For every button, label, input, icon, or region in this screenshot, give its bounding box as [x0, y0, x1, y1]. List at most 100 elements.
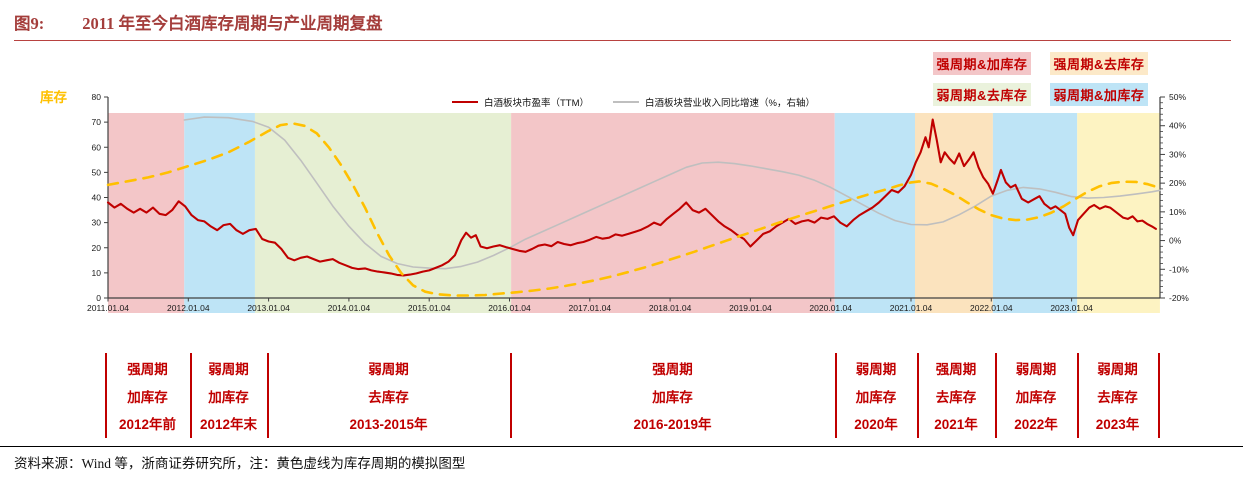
x-axis-tick-label: 2017.01.04 — [569, 303, 612, 313]
chart-legend: 白酒板块市盈率（TTM） 白酒板块营业收入同比增速（%，右轴） — [452, 95, 815, 109]
phase-separator-line — [510, 353, 512, 438]
phase-annotation-line: 加库存 — [208, 389, 249, 405]
left-axis-tick-label: 80 — [92, 92, 102, 102]
right-axis-tick-label: 10% — [1169, 207, 1186, 217]
x-axis-tick-label: 2013.01.04 — [247, 303, 290, 313]
phase-separator-line — [105, 353, 107, 438]
quadrant-chip: 强周期&去库存 — [1050, 52, 1148, 75]
left-axis-tick-label: 30 — [92, 218, 102, 228]
phase-annotation: 弱周期加库存 2022年 — [995, 356, 1077, 439]
revenue-line-legend-label: 白酒板块营业收入同比增速（%，右轴） — [645, 98, 815, 109]
right-axis-tick-label: 30% — [1169, 149, 1186, 159]
x-axis-tick-label: 2018.01.04 — [649, 303, 692, 313]
phase-annotation-line: 2022年 — [1014, 417, 1058, 432]
phase-annotation: 弱周期加库存 2020年 — [835, 356, 917, 439]
right-axis-tick-label: 50% — [1169, 92, 1186, 102]
phase-annotation-line: 2021年 — [934, 417, 978, 432]
phase-separator-line — [1158, 353, 1160, 438]
phase-separator-line — [917, 353, 919, 438]
phase-annotation-line: 去库存 — [368, 389, 409, 405]
legend-item: 白酒板块市盈率（TTM） — [452, 95, 589, 109]
figure-title: 2011 年至今白酒库存周期与产业周期复盘 — [82, 14, 383, 33]
cycle-band — [254, 113, 512, 313]
left-axis-tick-label: 50 — [92, 167, 102, 177]
phase-separator-line — [995, 353, 997, 438]
phase-annotation: 强周期加库存 2012年前 — [105, 356, 190, 439]
figure-tag: 图9: — [14, 14, 45, 33]
left-axis-tick-label: 10 — [92, 268, 102, 278]
x-axis-tick-label: 2021.01.04 — [890, 303, 933, 313]
left-axis-tick-label: 20 — [92, 243, 102, 253]
x-axis-tick-label: 2020.01.04 — [809, 303, 852, 313]
inventory-axis-label: 库存 — [40, 90, 67, 105]
phase-separator-line — [267, 353, 269, 438]
phase-annotation: 强周期加库存 2016-2019年 — [510, 356, 835, 439]
right-axis-tick-label: 40% — [1169, 121, 1186, 131]
x-axis-tick-label: 2023.01.04 — [1050, 303, 1093, 313]
revenue-yoy-line — [183, 116, 1161, 270]
phase-annotation-line: 强周期 — [652, 362, 693, 377]
quadrant-chip: 弱周期&加库存 — [1050, 83, 1148, 106]
quadrant-chip-label: 弱周期&加库存 — [1053, 88, 1145, 103]
pe-ttm-line — [106, 118, 1157, 277]
phase-annotation-line: 2016-2019年 — [633, 417, 712, 432]
x-axis-tick-label: 2022.01.04 — [970, 303, 1013, 313]
left-axis-tick-label: 60 — [92, 142, 102, 152]
title-rule — [14, 40, 1231, 41]
right-axis-tick-label: -10% — [1169, 264, 1189, 274]
phase-annotation-line: 加库存 — [127, 389, 168, 405]
source-note: 资料来源：Wind 等，浙商证券研究所，注：黄色虚线为库存周期的模拟图型 — [14, 456, 466, 471]
cycle-band — [834, 113, 916, 313]
revenue-line-swatch-icon — [613, 101, 640, 103]
phase-annotation-line: 强周期 — [935, 362, 977, 377]
quadrant-chip-label: 强周期&加库存 — [936, 57, 1028, 72]
x-axis-tick-label: 2014.01.04 — [328, 303, 371, 313]
quadrant-chip: 强周期&加库存 — [933, 52, 1031, 75]
phase-annotation-line: 弱周期 — [1015, 362, 1057, 377]
phase-annotation-line: 强周期 — [127, 362, 168, 377]
phase-annotation: 弱周期去库存 2023年 — [1077, 356, 1158, 439]
phase-annotation-line: 2020年 — [854, 417, 898, 432]
x-axis-tick-label: 2019.01.04 — [729, 303, 772, 313]
phase-annotation-line: 弱周期 — [208, 362, 249, 377]
phase-annotation-line: 去库存 — [1097, 389, 1138, 405]
left-axis-tick-label: 40 — [92, 193, 102, 203]
phase-annotation-line: 2012年末 — [199, 417, 258, 432]
phase-annotation-line: 弱周期 — [855, 362, 897, 377]
x-axis-tick-label: 2011.01.04 — [87, 303, 129, 313]
x-axis-tick-label: 2012.01.04 — [167, 303, 210, 313]
left-axis-tick-label: 70 — [92, 117, 102, 127]
x-axis-tick-label: 2016.01.04 — [488, 303, 531, 313]
phase-annotation: 弱周期加库存 2012年末 — [190, 356, 267, 439]
phase-annotation-line: 2013-2015年 — [349, 417, 428, 432]
phase-annotation-line: 弱周期 — [1097, 362, 1138, 377]
quadrant-chip-label: 强周期&去库存 — [1053, 57, 1145, 72]
phase-annotation-line: 2023年 — [1095, 417, 1140, 432]
right-axis-tick-label: 0% — [1169, 236, 1182, 246]
right-axis-tick-label: 20% — [1169, 178, 1186, 188]
left-axis-tick-label: 0 — [96, 293, 101, 303]
phase-separator-line — [835, 353, 837, 438]
quadrant-chip-label: 弱周期&去库存 — [936, 88, 1028, 103]
phase-annotation-line: 加库存 — [652, 389, 693, 405]
phase-annotation-line: 加库存 — [855, 389, 897, 405]
pe-line-swatch-icon — [452, 101, 478, 103]
inventory-cycle-sim-line — [106, 122, 1162, 297]
figure-title-row: 图9: 2011 年至今白酒库存周期与产业周期复盘 — [14, 10, 382, 34]
phase-separator-line — [1077, 353, 1079, 438]
legend-item: 白酒板块营业收入同比增速（%，右轴） — [613, 95, 815, 109]
pe-line-legend-label: 白酒板块市盈率（TTM） — [484, 98, 590, 109]
phase-annotation-line: 2012年前 — [118, 417, 177, 432]
phase-separator-line — [190, 353, 192, 438]
cycle-band — [184, 113, 255, 313]
phase-annotation: 弱周期去库存 2013-2015年 — [267, 356, 510, 439]
x-axis-tick-label: 2015.01.04 — [408, 303, 451, 313]
phase-annotation-line: 加库存 — [1015, 389, 1057, 405]
quadrant-chip: 弱周期&去库存 — [933, 83, 1031, 106]
phase-annotation-line: 弱周期 — [368, 362, 409, 377]
right-axis-tick-label: -20% — [1169, 293, 1189, 303]
phase-annotation: 强周期 去库存 2021年 — [917, 356, 995, 439]
source-divider — [0, 446, 1243, 447]
